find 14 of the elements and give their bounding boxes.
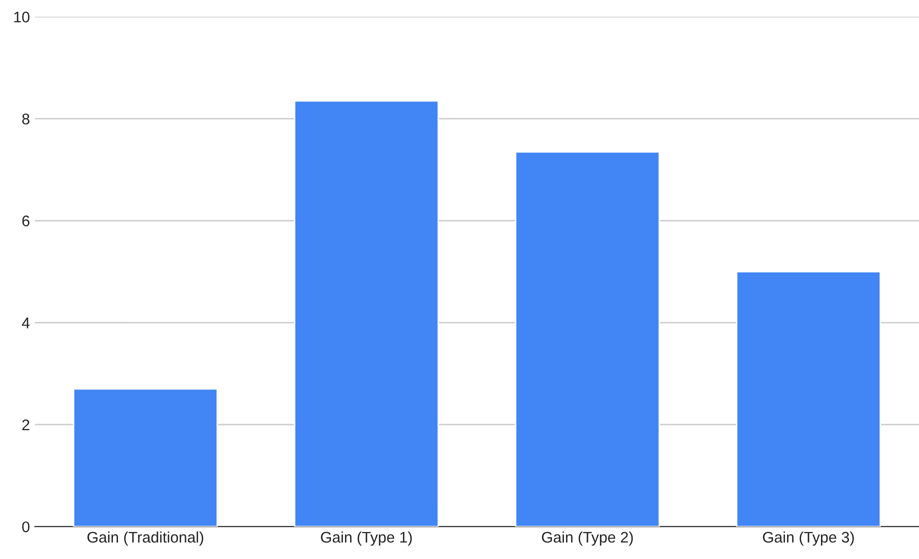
bar xyxy=(72,388,218,527)
x-tick-label: Gain (Type 1) xyxy=(320,531,412,546)
y-tick-label: 10 xyxy=(14,12,30,22)
x-tick-label: Gain (Type 2) xyxy=(542,531,633,546)
x-tick-label: Gain (Type 3) xyxy=(762,531,854,546)
x-tick-label: Gain (Traditional) xyxy=(87,531,204,546)
y-tick-label: 0 xyxy=(22,521,30,532)
y-tick-label: 4 xyxy=(22,318,30,328)
y-tick-label: 6 xyxy=(22,216,30,226)
bar xyxy=(514,151,660,527)
y-tick-label: 8 xyxy=(22,114,30,124)
bar xyxy=(294,100,439,527)
bar xyxy=(736,270,882,527)
y-tick-label: 2 xyxy=(22,419,30,430)
